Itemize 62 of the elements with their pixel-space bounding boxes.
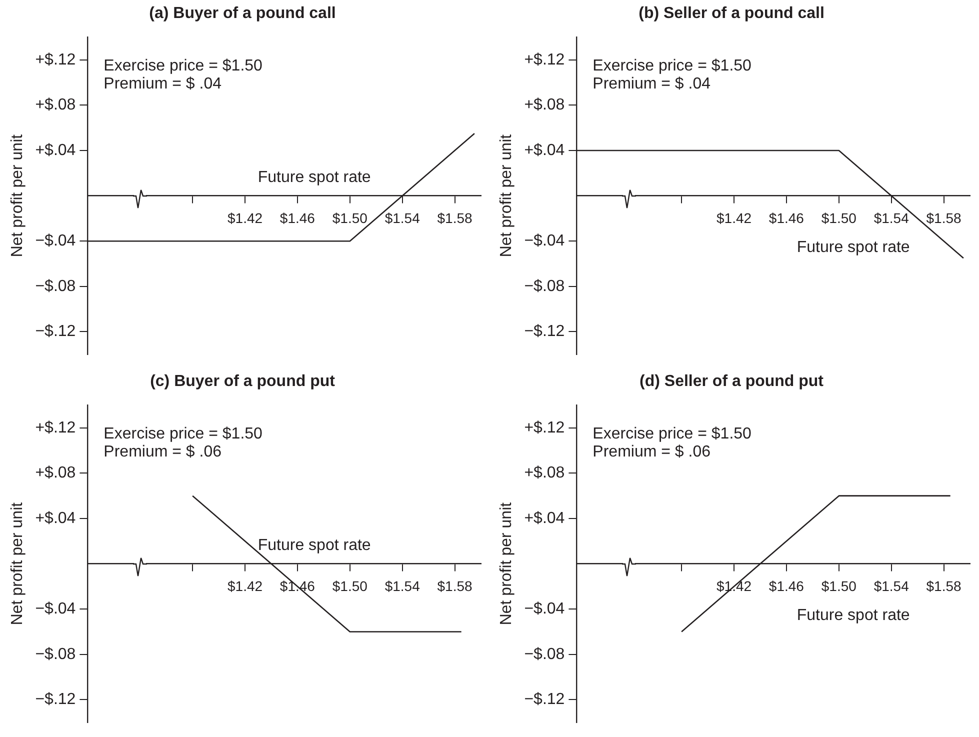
y-tick-label: +$.04 [524, 142, 565, 159]
y-axis-title: Net profit per unit [498, 502, 516, 626]
x-tick-label: $1.54 [874, 578, 910, 594]
y-tick-label: +$.04 [35, 510, 76, 527]
x-tick-label: $1.58 [437, 210, 473, 226]
annotation: Premium = $ .04 [104, 75, 222, 92]
y-tick-label: −$.08 [35, 646, 76, 663]
y-tick-label: −$.12 [524, 323, 565, 340]
y-tick-label: +$.12 [35, 419, 76, 436]
y-tick-label: +$.08 [524, 96, 565, 114]
y-tick-label: −$.12 [524, 691, 565, 708]
annotation: Exercise price = $1.50 [104, 425, 263, 442]
x-tick-label: $1.54 [384, 210, 420, 226]
x-tick-label: $1.50 [821, 578, 857, 594]
y-tick-label: +$.04 [524, 510, 565, 527]
y-tick-label: +$.04 [35, 142, 76, 159]
x-tick-label: $1.54 [384, 578, 420, 594]
x-axis-title: Future spot rate [258, 537, 371, 554]
x-tick-label: $1.42 [227, 578, 263, 594]
x-tick-label: $1.58 [926, 578, 962, 594]
x-tick-label: $1.46 [768, 578, 804, 594]
annotation: Premium = $ .04 [592, 75, 711, 92]
chart-title: (d) Seller of a pound put [640, 373, 824, 390]
y-tick-label: +$.08 [35, 464, 76, 482]
x-tick-label: $1.42 [716, 210, 752, 226]
y-axis-title: Net profit per unit [9, 134, 26, 258]
x-axis-title: Future spot rate [258, 169, 371, 186]
chart-title: (b) Seller of a pound call [638, 5, 824, 22]
y-tick-label: −$.04 [524, 232, 565, 250]
chart-title: (c) Buyer of a pound put [150, 373, 336, 390]
y-axis-title: Net profit per unit [498, 134, 516, 258]
y-tick-label: −$.04 [524, 600, 565, 618]
y-tick-label: +$.12 [524, 51, 565, 68]
y-tick-label: −$.08 [35, 278, 76, 295]
chart-title: (a) Buyer of a pound call [149, 5, 336, 22]
x-tick-label: $1.58 [437, 578, 473, 594]
x-tick-label: $1.50 [332, 578, 368, 594]
y-tick-label: −$.04 [35, 232, 76, 250]
x-axis-title: Future spot rate [796, 239, 910, 256]
y-tick-label: −$.08 [524, 278, 565, 295]
x-axis-title: Future spot rate [796, 607, 910, 624]
y-tick-label: −$.12 [35, 323, 76, 340]
x-tick-label: $1.50 [821, 210, 857, 226]
annotation: Premium = $ .06 [104, 443, 222, 460]
x-tick-label: $1.50 [332, 210, 368, 226]
y-tick-label: −$.08 [524, 646, 565, 663]
y-tick-label: −$.12 [35, 691, 76, 708]
annotation: Exercise price = $1.50 [104, 57, 263, 74]
y-tick-label: −$.04 [35, 600, 76, 618]
x-tick-label: $1.46 [768, 210, 804, 226]
annotation: Premium = $ .06 [592, 443, 711, 460]
x-tick-label: $1.58 [926, 210, 962, 226]
y-tick-label: +$.12 [524, 419, 565, 436]
y-tick-label: +$.08 [35, 96, 76, 114]
y-tick-label: +$.08 [524, 464, 565, 482]
annotation: Exercise price = $1.50 [592, 425, 752, 442]
x-tick-label: $1.42 [227, 210, 263, 226]
x-tick-label: $1.46 [280, 210, 316, 226]
x-tick-label: $1.54 [874, 210, 910, 226]
annotation: Exercise price = $1.50 [592, 57, 752, 74]
y-axis-title: Net profit per unit [9, 502, 26, 626]
y-tick-label: +$.12 [35, 51, 76, 68]
